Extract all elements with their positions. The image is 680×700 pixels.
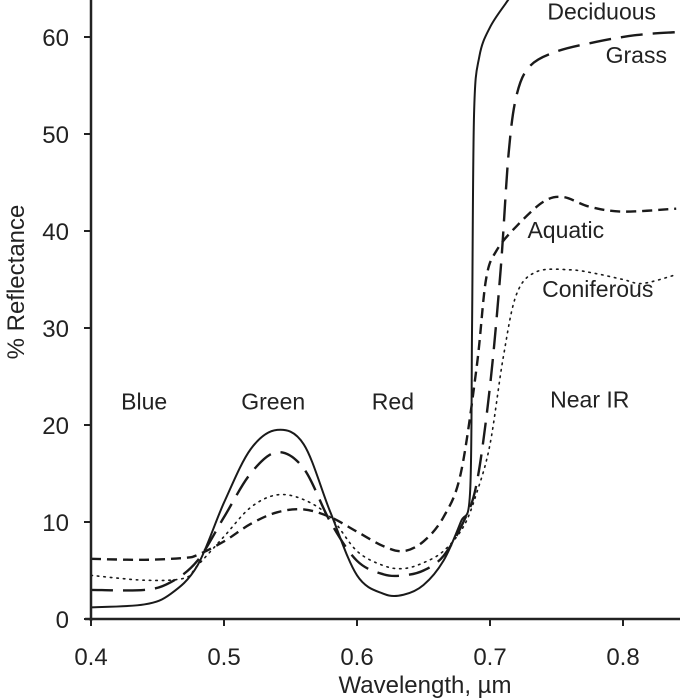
series-label: Coniferous: [542, 276, 653, 302]
series-line-deciduous: [91, 0, 510, 609]
y-tick-label: 10: [42, 510, 69, 537]
y-tick-label: 40: [42, 219, 69, 246]
series-line-grass: [91, 30, 677, 592]
x-axis-label: Wavelength, µm: [338, 672, 511, 699]
y-tick-label: 20: [42, 413, 69, 440]
region-label: Red: [372, 388, 414, 414]
series-line-aquatic: [91, 195, 677, 562]
x-tick-label: 0.7: [473, 644, 506, 671]
series-label: Aquatic: [527, 217, 604, 243]
region-label: Green: [241, 388, 305, 414]
x-tick-label: 0.6: [340, 644, 373, 671]
series-label: Grass: [606, 42, 667, 68]
series-line-coniferous: [91, 268, 677, 582]
y-tick-label: 0: [56, 607, 69, 634]
x-tick-label: 0.8: [606, 644, 639, 671]
y-tick-label: 60: [42, 25, 69, 52]
y-tick-label: 30: [42, 316, 69, 343]
series-label: Deciduous: [547, 0, 656, 25]
x-tick-label: 0.5: [207, 644, 240, 671]
y-tick-label: 50: [42, 122, 69, 149]
region-label: Near IR: [550, 387, 629, 413]
y-axis-label: % Reflectance: [3, 205, 30, 360]
region-label: Blue: [121, 388, 167, 414]
x-tick-label: 0.4: [74, 644, 107, 671]
